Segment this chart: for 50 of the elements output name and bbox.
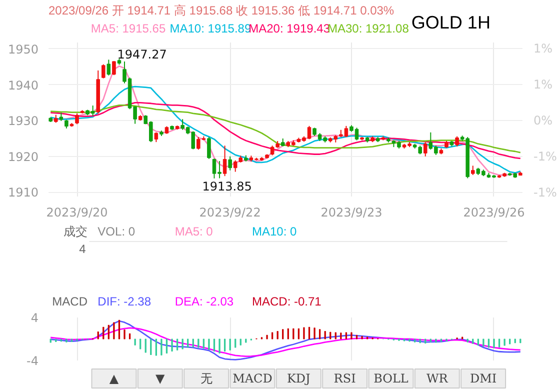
y-tick-label: 1950 xyxy=(8,42,39,56)
line-series xyxy=(50,327,522,358)
candlestick xyxy=(470,165,475,176)
line-series xyxy=(50,65,522,176)
candlestick xyxy=(207,136,211,160)
y-tick-label: 1940 xyxy=(8,78,39,92)
text: 成交 xyxy=(64,224,88,238)
candlestick xyxy=(455,136,459,147)
y-tick-label: 1910 xyxy=(8,186,39,200)
text: 4 xyxy=(79,242,86,256)
candlestick xyxy=(75,112,79,125)
line-series xyxy=(50,320,522,360)
chart-subtitle: 2023/09/26 开 1914.71 高 1915.68 收 1915.36 低 1914.71 0.03% xyxy=(48,4,394,18)
candlestick xyxy=(423,142,428,157)
text: MA10: 1915.89 xyxy=(170,22,252,36)
candlestick xyxy=(154,132,158,143)
x-tick-label: 2023/9/20 xyxy=(46,206,108,220)
x-tick-label: 2023/9/22 xyxy=(199,206,261,220)
x-tick-label: 2023/9/26 xyxy=(463,206,525,220)
text: KDJ xyxy=(286,372,311,386)
series-label: MACD: -0.71 xyxy=(252,294,322,308)
y-tick-label: 1930 xyxy=(8,114,39,128)
series-label: DIF: -2.38 xyxy=(98,294,152,308)
line-series xyxy=(50,86,522,174)
y-tick-label: -4 xyxy=(26,354,39,368)
candlestick xyxy=(106,59,111,76)
text: MA5: 1915.65 xyxy=(90,22,166,36)
text: ▲ xyxy=(109,372,120,386)
annotation: 1913.85 xyxy=(202,179,252,194)
text: MACD xyxy=(232,372,272,386)
candlestick xyxy=(102,64,106,79)
candlestick xyxy=(112,60,116,76)
text: MA5: 0 xyxy=(174,224,214,238)
text: RSI xyxy=(334,372,356,386)
y-tick-label: 1920 xyxy=(8,150,39,164)
x-tick-label: 2023/9/23 xyxy=(320,206,382,220)
y-tick-label: 4 xyxy=(30,311,39,325)
annotation: 1947.27 xyxy=(117,48,167,62)
candlestick xyxy=(222,145,227,177)
chart-title: MACD xyxy=(52,294,88,308)
chart-title: GOLD 1H xyxy=(411,12,490,32)
text: DEA: -2.03 xyxy=(174,294,234,308)
text: ▼ xyxy=(156,372,166,386)
text: VOL: 0 xyxy=(98,224,136,238)
text: 无 xyxy=(200,372,212,386)
text: DMI xyxy=(470,372,497,386)
text: MA10: 0 xyxy=(252,224,298,238)
candlestick xyxy=(228,156,232,171)
text: WR xyxy=(426,372,449,386)
text: BOLL xyxy=(374,372,408,386)
